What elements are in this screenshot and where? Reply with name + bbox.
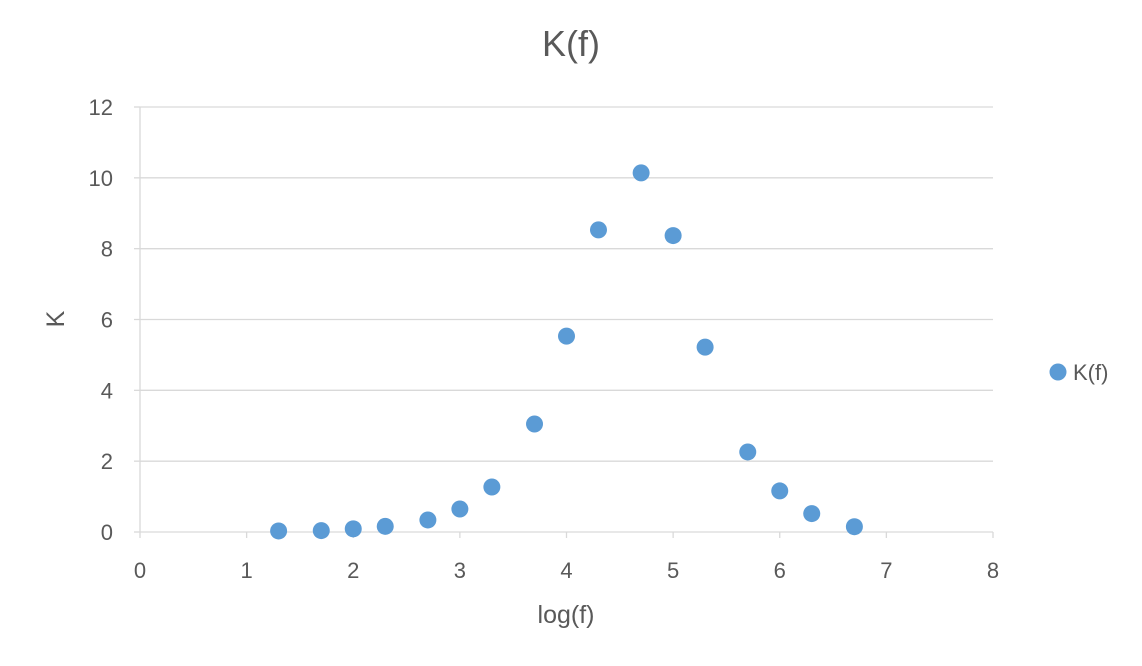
data-point (589, 221, 607, 239)
x-axis-title: log(f) (538, 601, 595, 629)
x-tick-label: 8 (987, 558, 999, 583)
y-tick-label: 2 (101, 449, 113, 474)
data-point (451, 500, 469, 518)
data-point (696, 338, 714, 356)
x-tick-label: 0 (134, 558, 146, 583)
x-tick-label: 1 (241, 558, 253, 583)
chart-title: K(f) (542, 23, 600, 64)
x-tick-label: 4 (560, 558, 572, 583)
data-point (771, 482, 789, 500)
data-point (419, 511, 437, 529)
x-axis-ticks: 0 1 2 3 4 5 6 7 8 (134, 532, 999, 583)
data-point (739, 443, 757, 461)
y-axis-title: K (42, 310, 70, 327)
data-point (526, 415, 544, 433)
legend-label: K(f) (1073, 360, 1108, 385)
data-point (664, 227, 682, 245)
y-tick-label: 0 (101, 520, 113, 545)
data-point (558, 327, 575, 345)
x-tick-label: 5 (667, 558, 679, 583)
legend-marker (1049, 363, 1067, 381)
data-points (270, 164, 863, 540)
data-point (845, 518, 863, 536)
gridlines (140, 106, 993, 462)
data-point (376, 517, 394, 535)
y-tick-label: 6 (101, 308, 113, 333)
y-tick-label: 4 (101, 378, 113, 403)
y-tick-label: 10 (89, 166, 113, 191)
y-tick-label: 8 (101, 237, 113, 262)
y-tick-label: 12 (89, 95, 113, 120)
x-tick-label: 3 (454, 558, 466, 583)
data-point (270, 522, 288, 540)
y-axis-ticks: 0 2 4 6 8 10 12 (89, 95, 140, 545)
data-point (344, 520, 362, 538)
data-point (312, 522, 330, 540)
data-point (483, 478, 501, 496)
x-tick-label: 7 (880, 558, 892, 583)
x-tick-label: 2 (347, 558, 359, 583)
data-point (632, 164, 650, 182)
x-tick-label: 6 (774, 558, 786, 583)
legend: K(f) (1049, 360, 1108, 385)
data-point (803, 505, 821, 523)
